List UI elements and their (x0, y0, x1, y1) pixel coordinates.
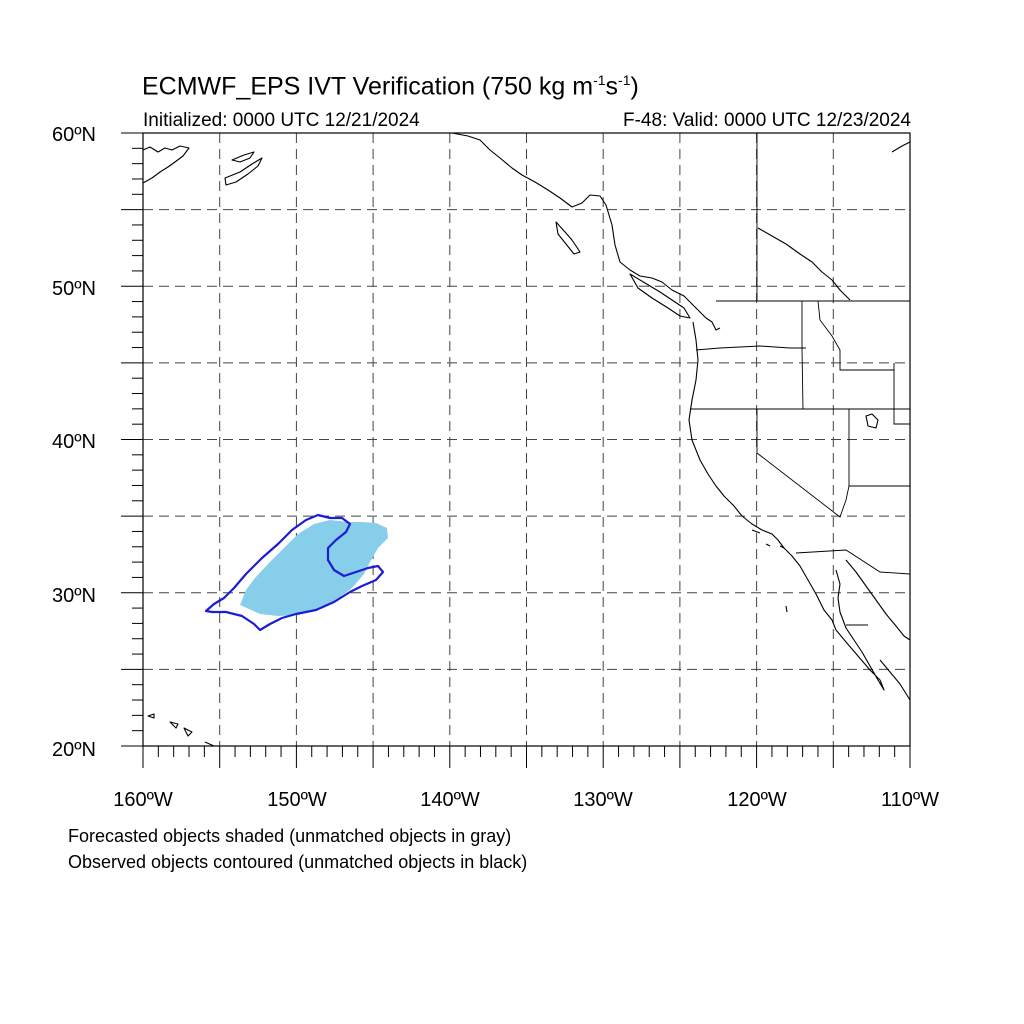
alaska-islands-2 (231, 151, 255, 163)
legend-observed-note: Observed objects contoured (unmatched ob… (68, 852, 528, 872)
alaska-islands (224, 157, 263, 186)
lon-label-130w: 130ºW (573, 789, 633, 811)
lon-label-110w: 110ºW (881, 789, 939, 811)
lon-label-120w: 120ºW (727, 789, 787, 811)
legend-forecast-note: Forecasted objects shaded (unmatched obj… (68, 826, 512, 846)
alaska-coast (142, 145, 190, 184)
title-main: ECMWF_EPS IVT Verification (750 kg m (142, 72, 594, 101)
lat-label-60: 60ºN (52, 124, 96, 146)
idaho-montana-border (817, 300, 894, 371)
title-end: ) (630, 72, 639, 101)
chart-title: ECMWF_EPS IVT Verification (750 kg m-1s-… (142, 72, 639, 101)
wyoming-border (893, 363, 910, 425)
channel-islands (751, 529, 788, 613)
vancouver-island (629, 273, 691, 319)
lon-label-140w: 140ºW (420, 789, 480, 811)
nevada-border (756, 409, 850, 518)
baja-peninsula (835, 569, 885, 691)
wa-or-border (695, 345, 806, 351)
lat-label-50: 50ºN (52, 278, 96, 300)
lat-label-30: 30ºN (52, 585, 96, 607)
canada-interior-coast (757, 227, 851, 301)
lat-label-20: 20ºN (52, 739, 96, 761)
haida-gwaii (555, 221, 581, 255)
mexico-border (795, 549, 911, 575)
hawaii-islands (147, 713, 215, 747)
axis-ticks (121, 132, 911, 768)
observed-object-contour (204, 513, 385, 632)
title-sup-1: -1 (593, 72, 606, 88)
forecast-object-shaded (240, 520, 388, 616)
mexico-coast (845, 559, 911, 701)
us-west-coast (688, 321, 837, 631)
lon-label-150w: 150ºW (267, 789, 327, 811)
great-salt-lake (865, 413, 879, 429)
title-sup-2: -1 (618, 72, 631, 88)
valid-time: F-48: Valid: 0000 UTC 12/23/2024 (623, 110, 911, 131)
coastlines (142, 132, 911, 747)
initialized-time: Initialized: 0000 UTC 12/21/2024 (143, 110, 420, 131)
graticule (143, 133, 910, 746)
title-mid: s (605, 72, 619, 101)
borders (690, 133, 911, 626)
map-frame (142, 132, 911, 747)
lon-label-160w: 160ºW (113, 789, 173, 811)
far-ne-coast (891, 141, 911, 153)
idaho-border (801, 301, 804, 410)
bc-coast (451, 132, 721, 331)
lat-label-40: 40ºN (52, 431, 96, 453)
